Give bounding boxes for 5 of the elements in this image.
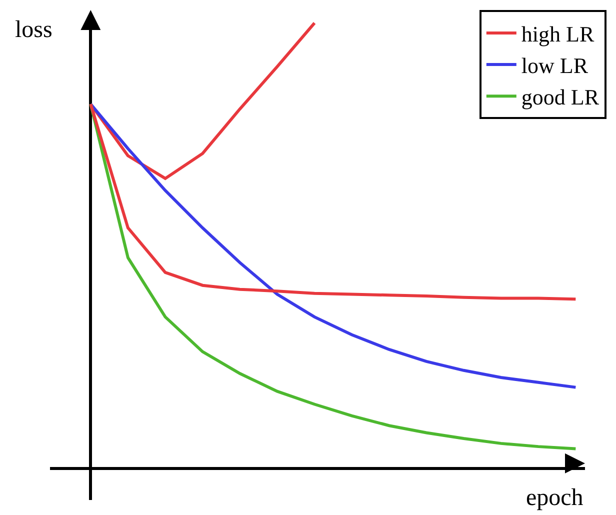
legend-label: low LR <box>521 53 588 78</box>
legend-label: high LR <box>521 22 594 47</box>
legend-label: good LR <box>521 84 600 110</box>
x-axis-title: epoch <box>526 485 584 511</box>
y-axis-title: loss <box>15 17 52 43</box>
